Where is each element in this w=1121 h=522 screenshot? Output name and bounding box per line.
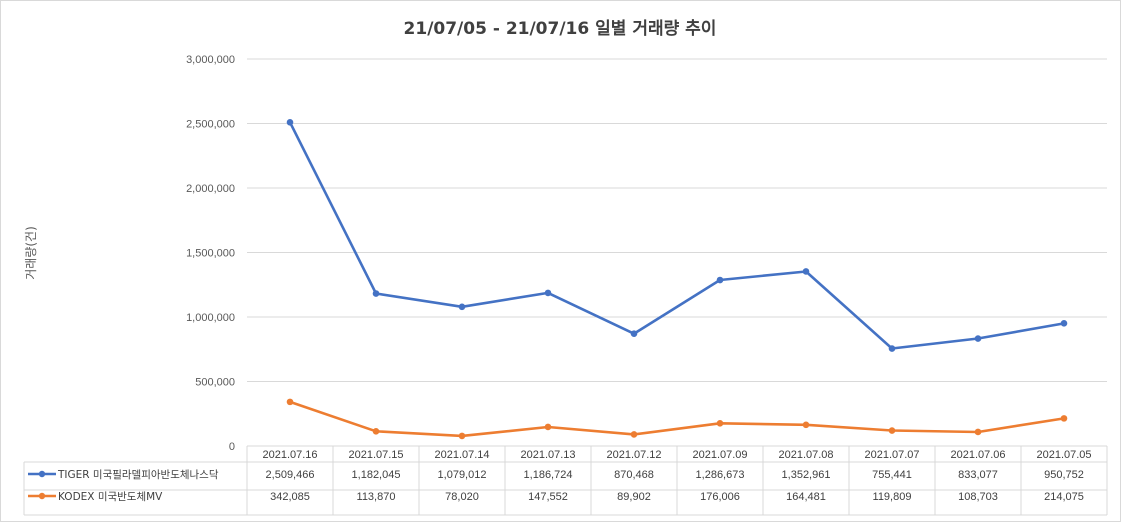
data-label: 1,352,961 bbox=[782, 469, 831, 481]
legend-label: TIGER 미국필라델피아반도체나스닥 bbox=[57, 469, 219, 481]
data-point bbox=[286, 118, 294, 126]
data-label: 147,552 bbox=[528, 491, 568, 503]
y-tick-label: 2,500,000 bbox=[186, 119, 235, 131]
data-point bbox=[1060, 415, 1068, 422]
data-point bbox=[544, 289, 552, 297]
data-point bbox=[888, 345, 896, 352]
data-point bbox=[1060, 320, 1068, 327]
data-table: 2021.07.16 2021.07.15 2021.07.14 2021.07.13… bbox=[23, 445, 1108, 516]
x-tick-label: 2021.07.16 bbox=[262, 449, 317, 461]
x-tick-label: 2021.07.05 bbox=[1036, 449, 1091, 461]
y-tick-labels: 0 500,000 1,000,000 1,500,000 2,000,000 2,500… bbox=[186, 54, 235, 453]
data-point bbox=[630, 330, 638, 338]
data-point bbox=[372, 290, 380, 297]
y-tick-label: 500,000 bbox=[195, 377, 235, 389]
data-point bbox=[716, 276, 724, 284]
data-label: 176,006 bbox=[700, 491, 740, 503]
data-label: 119,809 bbox=[873, 491, 912, 503]
data-label: 2,509,466 bbox=[266, 469, 315, 481]
y-axis-label: 거래량(건) bbox=[24, 226, 38, 280]
data-label: 1,186,724 bbox=[524, 469, 573, 481]
data-label: 113,870 bbox=[357, 491, 396, 503]
x-tick-label: 2021.07.06 bbox=[950, 449, 1005, 461]
data-label: 164,481 bbox=[786, 491, 826, 503]
chart-title: 21/07/05 - 21/07/16 일별 거래량 추이 bbox=[404, 19, 717, 39]
x-tick-label: 2021.07.15 bbox=[348, 449, 403, 461]
data-point bbox=[888, 427, 896, 434]
y-tick-label: 0 bbox=[229, 441, 235, 453]
series-lines bbox=[286, 118, 1068, 440]
data-label: 1,182,045 bbox=[352, 469, 401, 481]
data-point bbox=[802, 421, 810, 429]
x-tick-label: 2021.07.14 bbox=[434, 449, 489, 461]
x-tick-label: 2021.07.07 bbox=[864, 449, 919, 461]
data-label: 755,441 bbox=[872, 469, 912, 481]
data-point bbox=[802, 268, 810, 275]
legend-marker bbox=[38, 492, 46, 500]
x-tick-label: 2021.07.13 bbox=[520, 449, 575, 461]
data-label: 1,286,673 bbox=[696, 469, 745, 481]
gridlines bbox=[247, 58, 1107, 382]
data-point bbox=[372, 428, 380, 435]
data-point bbox=[974, 335, 982, 342]
data-label: 89,902 bbox=[617, 491, 651, 503]
data-point bbox=[974, 428, 982, 436]
x-tick-label: 2021.07.09 bbox=[692, 449, 747, 461]
series-line bbox=[288, 121, 1066, 350]
x-tick-label: 2021.07.08 bbox=[778, 449, 833, 461]
legend-label: KODEX 미국반도체MV bbox=[58, 491, 163, 503]
data-label: 78,020 bbox=[445, 491, 479, 503]
data-label: 342,085 bbox=[270, 491, 310, 503]
y-tick-label: 1,000,000 bbox=[186, 312, 235, 324]
data-point bbox=[286, 398, 294, 406]
data-label: 1,079,012 bbox=[438, 469, 487, 481]
data-point bbox=[458, 432, 466, 440]
y-tick-label: 2,000,000 bbox=[186, 183, 235, 195]
data-label: 950,752 bbox=[1044, 469, 1084, 481]
data-point bbox=[544, 423, 552, 431]
data-point bbox=[630, 431, 638, 438]
series-line bbox=[288, 400, 1066, 438]
data-point bbox=[716, 419, 724, 427]
data-point bbox=[458, 303, 466, 311]
data-label: 214,075 bbox=[1044, 491, 1084, 503]
y-tick-label: 3,000,000 bbox=[186, 54, 235, 66]
data-label: 108,703 bbox=[958, 491, 998, 503]
data-label: 870,468 bbox=[614, 469, 654, 481]
legend-marker bbox=[38, 470, 46, 478]
data-label: 833,077 bbox=[958, 469, 998, 481]
x-tick-label: 2021.07.12 bbox=[606, 449, 661, 461]
y-tick-label: 1,500,000 bbox=[186, 248, 235, 260]
